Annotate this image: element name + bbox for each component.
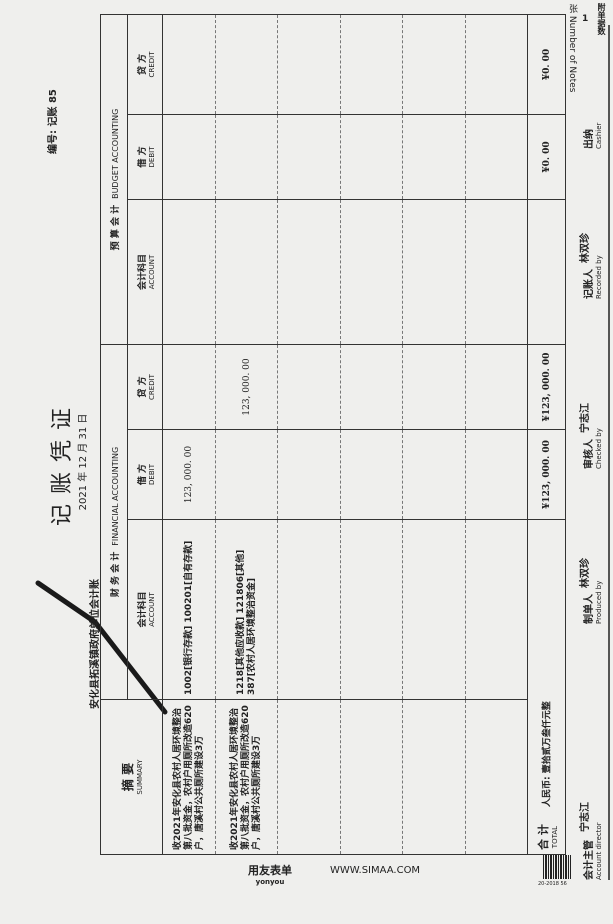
row-fin-account: 1002[银行存款] 100201[自有存款] [162,519,216,700]
row-fin-credit: 123, 000. 00 [215,344,278,430]
total-row: 合 计 TOTAL 人民币: 壹拾贰万叁仟元整 ¥123, 000. 00 ¥12… [527,14,566,855]
empty-row [402,14,466,855]
row-summary: 收2021年安化县农村人居环境整治第八批资金，农村户用厕所改造620户，唐溪村公… [162,699,216,855]
total-bud-credit: ¥0. 00 [527,14,566,115]
row-bud-credit [215,14,278,115]
row-bud-account [162,199,216,345]
voucher-number: 编号: 记账 85 [48,89,59,154]
row-fin-account: 1218[其他应收款] 121806[其他] 387[农村人居环境整治资金] [215,519,278,700]
empty-row [340,14,403,855]
total-label: 合 计 TOTAL 人民币: 壹拾贰万叁仟元整 [527,519,566,855]
row-summary: 收2021年安化县农村人居环境整治第八批资金，农村户用厕所改造620户，唐溪村公… [215,699,278,855]
fin-credit-header: 贷 方 CREDIT [127,344,163,430]
barcode [543,855,571,879]
signature-account-director: 会计主管 Account director 宁志江 [580,802,603,880]
attachments-count: 1 [582,14,589,24]
yonyou-logo: 用友表单 yonyou [248,864,292,886]
row-fin-debit [215,429,278,520]
table-row: 收2021年安化县农村人居环境整治第八批资金，农村户用厕所改造620户，唐溪村公… [162,14,216,855]
fin-debit-header: 借 方 DEBIT [127,429,163,520]
signature-checked-by: 审核人 Checked by 宁志江 [580,403,603,469]
barcode-label: 20-2018 56 [538,881,567,887]
table-row: 收2021年安化县农村人居环境整治第八批资金，农村户用厕所改造620户，唐溪村公… [215,14,278,855]
bud-account-header: 会计科目 ACCOUNT [127,199,163,345]
signature-produced-by: 制单人 Produced by 林双珍 [580,558,603,624]
attachments-unit-en: 张 Number of Notes [567,4,577,93]
voucher-table: 摘 要 SUMMARY 财 务 会 计FINANCIAL ACCOUNTING 预… [100,14,566,855]
footer-url: WWW.SIMAA.COM [330,865,421,876]
budget-header: 预 算 会 计BUDGET ACCOUNTING [100,14,128,345]
row-bud-debit [162,114,216,200]
total-bud-debit: ¥0. 00 [527,114,566,200]
fin-account-header: 会计科目 ACCOUNT [127,519,163,700]
row-fin-credit [162,344,216,430]
bud-credit-header: 贷 方 CREDIT [127,14,163,115]
row-fin-debit: 123, 000. 00 [162,429,216,520]
attachments-label: 附单据数 [597,3,606,35]
total-fin-credit: ¥123, 000. 00 [527,344,566,430]
total-in-words: 人民币: 壹拾贰万叁仟元整 [542,701,552,808]
accounting-unit: 安化县拓溪镇政府单位会计账 [90,579,101,709]
row-bud-credit [162,14,216,115]
summary-header: 摘 要 SUMMARY [100,699,163,855]
row-bud-debit [215,114,278,200]
financial-header: 财 务 会 计FINANCIAL ACCOUNTING [100,344,128,700]
row-bud-account [215,199,278,345]
empty-row [277,14,341,855]
signature-cashier: 出纳 Cashier [584,122,603,149]
empty-row [465,14,528,855]
signature-recorded-by: 记账人 Recorded by 林双珍 [580,233,603,299]
voucher-date: 2021 年 12 月 31 日 [78,413,89,511]
total-fin-debit: ¥123, 000. 00 [527,429,566,520]
bud-debit-header: 借 方 DEBIT [127,114,163,200]
